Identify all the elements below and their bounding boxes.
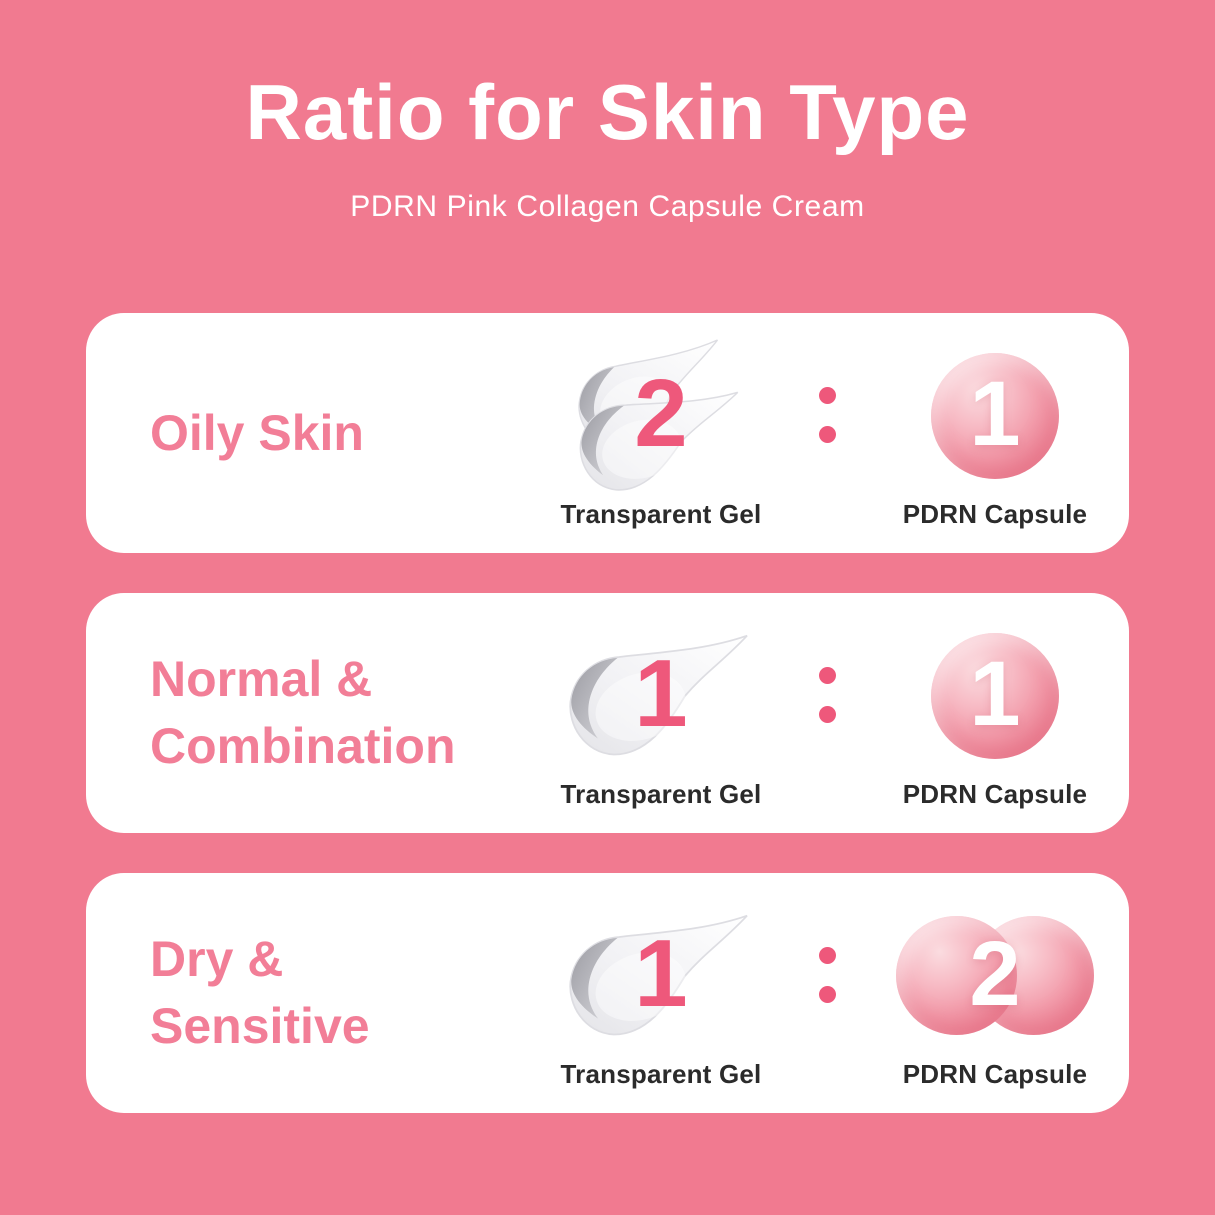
gel-caption: Transparent Gel [560,778,762,809]
skin-type-label: Normal & Combination [150,651,456,774]
capsule-ratio-number: 1 [969,642,1021,745]
capsule-column: 2 PDRN Capsule [879,897,1111,1090]
skin-type-label: Oily Skin [150,404,364,461]
page-subtitle: PDRN Pink Collagen Capsule Cream [350,189,865,223]
capsule-caption: PDRN Capsule [902,498,1088,529]
capsule-caption: PDRN Capsule [902,778,1088,809]
ratio-display: 1 Transparent Gel 2 PDRN Capsule [547,897,1111,1090]
card-dry-sensitive: Dry & Sensitive 1 Transparent Gel 2 [86,873,1129,1113]
skin-type-label: Dry & Sensitive [150,931,370,1054]
ratio-colon-icon [775,667,879,723]
pdrn-capsule-pair-icon [896,916,1094,1035]
gel-column: 1 Transparent Gel [547,897,775,1090]
ratio-display: 1 Transparent Gel 1 PDRN Capsule [547,617,1111,810]
capsule-caption: PDRN Capsule [902,1058,1088,1089]
capsule-column: 1 PDRN Capsule [879,337,1111,530]
pdrn-capsule-sphere-icon [896,916,1017,1035]
skin-type-cards: Oily Skin 2 Transparent Gel 1 PDRN Capsu… [86,313,1129,1113]
card-oily-skin: Oily Skin 2 Transparent Gel 1 PDRN Capsu… [86,313,1129,553]
ratio-display: 2 Transparent Gel 1 PDRN Capsule [547,337,1111,530]
pdrn-capsule-sphere-icon [931,352,1059,479]
gel-caption: Transparent Gel [560,1058,762,1089]
gel-column: 2 Transparent Gel [547,337,775,530]
header: Ratio for Skin Type PDRN Pink Collagen C… [0,0,1215,224]
ratio-colon-icon [775,387,879,443]
capsule-column: 1 PDRN Capsule [879,617,1111,810]
capsule-ratio-number: 2 [969,922,1021,1025]
gel-column: 1 Transparent Gel [547,617,775,810]
card-normal-combination: Normal & Combination 1 Transparent Gel 1… [86,593,1129,833]
gel-ratio-number: 1 [634,919,688,1027]
gel-ratio-number: 2 [634,359,688,467]
page-title: Ratio for Skin Type [245,68,970,156]
gel-ratio-number: 1 [634,639,688,747]
gel-caption: Transparent Gel [560,498,762,529]
capsule-ratio-number: 1 [969,362,1021,465]
ratio-colon-icon [775,947,879,1003]
pdrn-capsule-sphere-icon [931,632,1059,759]
